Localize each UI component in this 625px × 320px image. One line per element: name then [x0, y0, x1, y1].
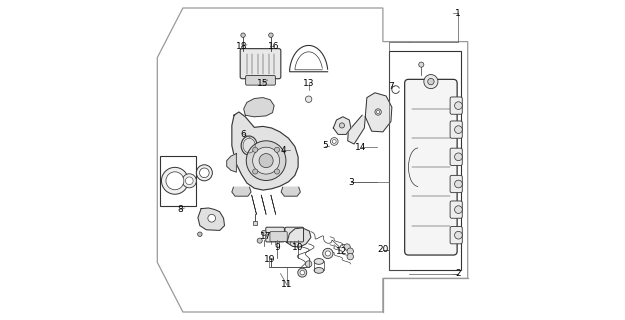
- Circle shape: [428, 78, 434, 85]
- Circle shape: [454, 231, 462, 239]
- Polygon shape: [287, 228, 311, 247]
- FancyBboxPatch shape: [253, 221, 257, 225]
- Polygon shape: [333, 117, 351, 134]
- Circle shape: [376, 110, 380, 114]
- Circle shape: [306, 261, 312, 267]
- Text: 2: 2: [455, 269, 461, 278]
- Text: 19: 19: [264, 255, 275, 264]
- Text: 12: 12: [336, 247, 347, 256]
- Text: 17: 17: [261, 232, 272, 241]
- FancyBboxPatch shape: [450, 121, 462, 138]
- FancyBboxPatch shape: [450, 175, 462, 193]
- Circle shape: [274, 147, 279, 152]
- Polygon shape: [365, 93, 392, 132]
- Polygon shape: [244, 98, 274, 117]
- Circle shape: [259, 154, 273, 168]
- FancyBboxPatch shape: [270, 232, 288, 242]
- Circle shape: [454, 180, 462, 188]
- Circle shape: [424, 75, 438, 89]
- Text: 4: 4: [281, 146, 286, 155]
- Bar: [159, 156, 196, 206]
- FancyBboxPatch shape: [246, 76, 276, 85]
- Polygon shape: [281, 187, 301, 196]
- Circle shape: [253, 147, 258, 152]
- Circle shape: [322, 248, 333, 259]
- Circle shape: [274, 169, 279, 174]
- Text: 5: 5: [322, 141, 328, 150]
- Text: 18: 18: [236, 42, 248, 51]
- FancyBboxPatch shape: [450, 227, 462, 244]
- Text: 10: 10: [292, 244, 304, 252]
- Polygon shape: [198, 208, 224, 230]
- Circle shape: [375, 109, 381, 115]
- Circle shape: [344, 244, 350, 250]
- Circle shape: [161, 167, 188, 194]
- Circle shape: [186, 177, 193, 185]
- Circle shape: [454, 126, 462, 133]
- FancyBboxPatch shape: [285, 227, 304, 242]
- Text: 15: 15: [257, 79, 269, 88]
- Circle shape: [241, 33, 245, 37]
- Text: 7: 7: [388, 82, 394, 91]
- Text: 8: 8: [177, 205, 184, 214]
- Text: 3: 3: [348, 178, 354, 187]
- Circle shape: [339, 123, 344, 128]
- Polygon shape: [348, 115, 365, 144]
- Polygon shape: [227, 154, 236, 172]
- Text: 1: 1: [455, 9, 461, 18]
- FancyBboxPatch shape: [240, 49, 281, 79]
- Circle shape: [306, 96, 312, 102]
- Text: 6: 6: [241, 130, 247, 139]
- Circle shape: [325, 251, 331, 256]
- Circle shape: [253, 169, 258, 174]
- Circle shape: [332, 140, 336, 143]
- Circle shape: [347, 248, 354, 254]
- Polygon shape: [232, 112, 298, 190]
- Circle shape: [347, 253, 354, 260]
- Text: 11: 11: [281, 280, 292, 289]
- Circle shape: [208, 214, 216, 222]
- Polygon shape: [232, 187, 251, 196]
- Circle shape: [182, 174, 196, 188]
- Circle shape: [196, 165, 212, 181]
- Circle shape: [199, 168, 209, 178]
- Circle shape: [269, 33, 273, 37]
- FancyBboxPatch shape: [450, 97, 462, 114]
- Circle shape: [454, 206, 462, 213]
- Circle shape: [419, 62, 424, 67]
- Text: 9: 9: [274, 244, 280, 252]
- Circle shape: [253, 147, 279, 174]
- Circle shape: [300, 270, 304, 275]
- Bar: [389, 51, 461, 270]
- Circle shape: [246, 141, 286, 180]
- FancyBboxPatch shape: [404, 79, 457, 255]
- Circle shape: [298, 268, 307, 277]
- Text: 13: 13: [303, 79, 314, 88]
- Circle shape: [454, 102, 462, 109]
- Ellipse shape: [314, 268, 324, 273]
- Circle shape: [261, 230, 266, 236]
- Circle shape: [166, 172, 184, 190]
- Circle shape: [454, 153, 462, 161]
- FancyBboxPatch shape: [450, 148, 462, 165]
- FancyBboxPatch shape: [450, 201, 462, 218]
- Circle shape: [331, 138, 338, 145]
- Text: 14: 14: [355, 143, 366, 152]
- Text: 20: 20: [378, 245, 389, 254]
- Text: 16: 16: [268, 42, 280, 51]
- Circle shape: [257, 238, 262, 243]
- Circle shape: [198, 232, 202, 236]
- Ellipse shape: [314, 259, 324, 264]
- FancyBboxPatch shape: [266, 227, 284, 242]
